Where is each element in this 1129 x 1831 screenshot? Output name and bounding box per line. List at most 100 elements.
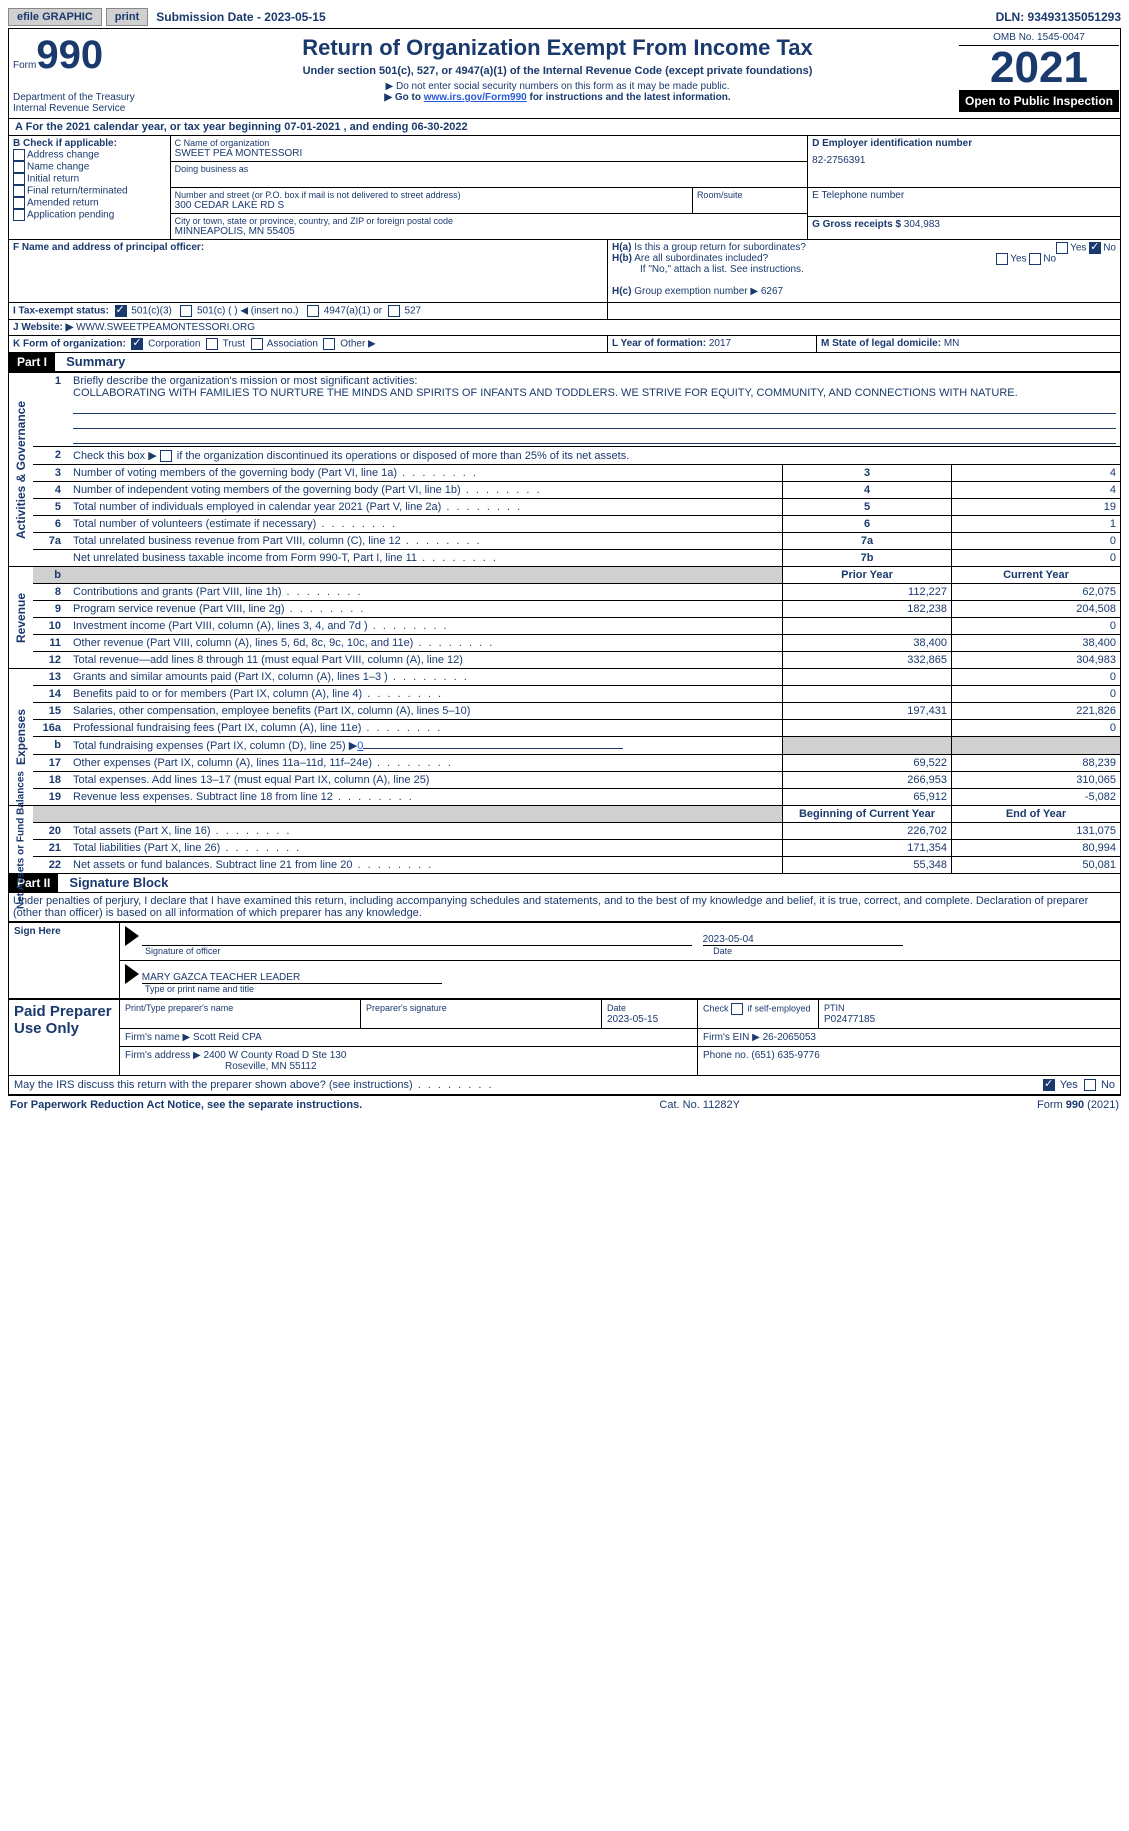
street-address: 300 CEDAR LAKE RD S (175, 200, 688, 211)
arrow-icon (125, 964, 139, 984)
b-label: B Check if applicable: (13, 138, 166, 149)
subtitle-2: ▶ Do not enter social security numbers o… (165, 81, 950, 92)
p12: 332,865 (783, 652, 952, 669)
print-button[interactable]: print (106, 8, 148, 26)
chk-501c[interactable] (180, 305, 192, 317)
h-b-note: If "No," attach a list. See instructions… (612, 264, 1116, 275)
dba-label: Doing business as (175, 164, 803, 174)
prior-year-header: Prior Year (783, 567, 952, 584)
c17: 88,239 (952, 755, 1121, 772)
chk-address-change[interactable]: Address change (13, 149, 166, 161)
side-activities: Activities & Governance (14, 401, 28, 539)
side-revenue: Revenue (14, 593, 28, 643)
line14: Benefits paid to or for members (Part IX… (69, 686, 783, 703)
side-expenses: Expenses (14, 709, 28, 765)
line17: Other expenses (Part IX, column (A), lin… (69, 755, 783, 772)
line5: Total number of individuals employed in … (69, 499, 783, 516)
p11: 38,400 (783, 635, 952, 652)
h-a: H(a) Is this a group return for subordin… (612, 242, 1116, 253)
c11: 38,400 (952, 635, 1121, 652)
val7b: 0 (952, 550, 1121, 567)
g-label: G Gross receipts $ (812, 219, 901, 230)
p16a (783, 720, 952, 737)
chk-yes[interactable] (1043, 1079, 1055, 1091)
chk-initial-return[interactable]: Initial return (13, 173, 166, 185)
ein: 82-2756391 (812, 155, 1116, 166)
subtitle-1: Under section 501(c), 527, or 4947(a)(1)… (165, 65, 950, 77)
irs-label: Internal Revenue Service (13, 103, 153, 114)
part-i-header: Part I (9, 353, 55, 371)
dln: DLN: 93493135051293 (996, 10, 1121, 24)
officer-group-block: F Name and address of principal officer:… (8, 240, 1121, 303)
line7a: Total unrelated business revenue from Pa… (69, 533, 783, 550)
open-inspection: Open to Public Inspection (959, 90, 1119, 112)
line10: Investment income (Part VIII, column (A)… (69, 618, 783, 635)
p9: 182,238 (783, 601, 952, 618)
line11: Other revenue (Part VIII, column (A), li… (69, 635, 783, 652)
val7a: 0 (952, 533, 1121, 550)
chk-corporation[interactable] (131, 338, 143, 350)
p21: 171,354 (783, 840, 952, 857)
chk-final-return[interactable]: Final return/terminated (13, 185, 166, 197)
c16a: 0 (952, 720, 1121, 737)
chk-trust[interactable] (206, 338, 218, 350)
cat-no: Cat. No. 11282Y (659, 1099, 740, 1111)
firm-phone: (651) 635-9776 (751, 1050, 819, 1061)
p15: 197,431 (783, 703, 952, 720)
begin-year-header: Beginning of Current Year (783, 806, 952, 823)
irs-link[interactable]: www.irs.gov/Form990 (424, 92, 527, 103)
p18: 266,953 (783, 772, 952, 789)
chk-association[interactable] (251, 338, 263, 350)
chk-no[interactable] (1084, 1079, 1096, 1091)
line18: Total expenses. Add lines 13–17 (must eq… (69, 772, 783, 789)
irs-discuss-row: May the IRS discuss this return with the… (8, 1076, 1121, 1095)
line19: Revenue less expenses. Subtract line 18 … (69, 789, 783, 806)
group-exemption: 6267 (761, 286, 783, 297)
tax-year: 2021 (959, 46, 1119, 90)
c22: 50,081 (952, 857, 1121, 874)
line8: Contributions and grants (Part VIII, lin… (69, 584, 783, 601)
paid-preparer-label: Paid Preparer Use Only (9, 1000, 120, 1076)
form-org-row: K Form of organization: Corporation Trus… (8, 336, 1121, 353)
top-bar: efile GRAPHIC print Submission Date - 20… (8, 8, 1121, 26)
identity-block: B Check if applicable: Address change Na… (8, 136, 1121, 240)
firm-city: Roseville, MN 55112 (225, 1061, 317, 1072)
chk-501c3[interactable] (115, 305, 127, 317)
chk-name-change[interactable]: Name change (13, 161, 166, 173)
self-employed: Check if self-employed (698, 1000, 819, 1029)
current-year-header: Current Year (952, 567, 1121, 584)
p20: 226,702 (783, 823, 952, 840)
val3: 4 (952, 465, 1121, 482)
form-number: Form990 (13, 33, 153, 78)
state-domicile: MN (944, 338, 960, 349)
p14 (783, 686, 952, 703)
sign-here-block: Sign Here 2023-05-04 Signature of office… (8, 922, 1121, 999)
chk-other[interactable] (323, 338, 335, 350)
submission-date: Submission Date - 2023-05-15 (152, 10, 325, 24)
line9: Program service revenue (Part VIII, line… (69, 601, 783, 618)
firm-address: 2400 W County Road D Ste 130 (204, 1050, 347, 1061)
chk-527[interactable] (388, 305, 400, 317)
city-state-zip: MINNEAPOLIS, MN 55405 (175, 226, 803, 237)
line4: Number of independent voting members of … (69, 482, 783, 499)
chk-amended-return[interactable]: Amended return (13, 197, 166, 209)
c15: 221,826 (952, 703, 1121, 720)
efile-button[interactable]: efile GRAPHIC (8, 8, 102, 26)
f-label: F Name and address of principal officer: (13, 242, 204, 253)
line6: Total number of volunteers (estimate if … (69, 516, 783, 533)
part-ii-title: Signature Block (61, 875, 168, 890)
c21: 80,994 (952, 840, 1121, 857)
line12: Total revenue—add lines 8 through 11 (mu… (69, 652, 783, 669)
d-label: D Employer identification number (812, 138, 1116, 149)
chk-application-pending[interactable]: Application pending (13, 209, 166, 221)
val6: 1 (952, 516, 1121, 533)
summary-table: Activities & Governance 1 Briefly descri… (8, 372, 1121, 874)
chk-4947[interactable] (307, 305, 319, 317)
city-label: City or town, state or province, country… (175, 216, 803, 226)
sign-here-label: Sign Here (9, 923, 120, 999)
val4: 4 (952, 482, 1121, 499)
c9: 204,508 (952, 601, 1121, 618)
fundraising-link[interactable]: 0 (357, 740, 363, 752)
line13: Grants and similar amounts paid (Part IX… (69, 669, 783, 686)
line21: Total liabilities (Part X, line 26) (69, 840, 783, 857)
